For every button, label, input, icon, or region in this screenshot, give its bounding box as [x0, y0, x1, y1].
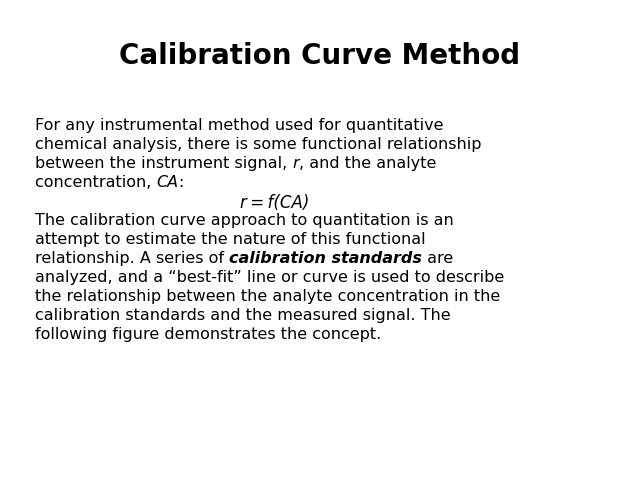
Text: are: are [422, 251, 453, 266]
Text: CA: CA [157, 175, 179, 190]
Text: The calibration curve approach to quantitation is an: The calibration curve approach to quanti… [35, 213, 454, 228]
Text: calibration standards: calibration standards [229, 251, 422, 266]
Text: concentration,: concentration, [35, 175, 157, 190]
Text: the relationship between the analyte concentration in the: the relationship between the analyte con… [35, 289, 500, 304]
Text: following figure demonstrates the concept.: following figure demonstrates the concep… [35, 327, 381, 342]
Text: relationship. A series of: relationship. A series of [35, 251, 229, 266]
Text: r: r [292, 156, 299, 171]
Text: :: : [179, 175, 184, 190]
Text: chemical analysis, there is some functional relationship: chemical analysis, there is some functio… [35, 137, 481, 152]
Text: between the instrument signal,: between the instrument signal, [35, 156, 292, 171]
Text: Calibration Curve Method: Calibration Curve Method [120, 42, 520, 70]
Text: attempt to estimate the nature of this functional: attempt to estimate the nature of this f… [35, 232, 426, 247]
Text: analyzed, and a “best-fit” line or curve is used to describe: analyzed, and a “best-fit” line or curve… [35, 270, 504, 285]
Text: calibration standards and the measured signal. The: calibration standards and the measured s… [35, 308, 451, 323]
Text: For any instrumental method used for quantitative: For any instrumental method used for qua… [35, 118, 444, 133]
Text: r = f(CA): r = f(CA) [240, 194, 309, 212]
Text: , and the analyte: , and the analyte [299, 156, 436, 171]
